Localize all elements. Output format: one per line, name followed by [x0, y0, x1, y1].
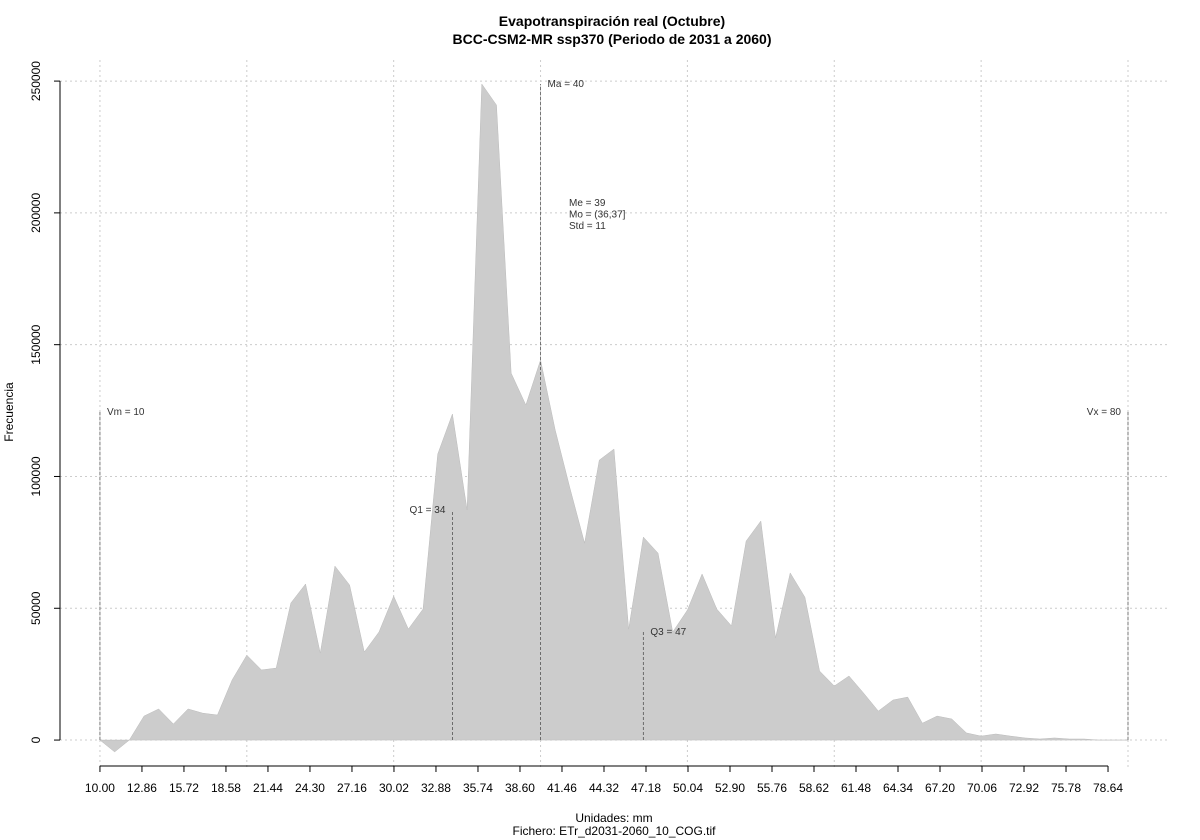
x-tick-label: 75.78: [1051, 781, 1081, 795]
area: [99, 83, 1128, 753]
x-tick-label: 24.30: [295, 781, 325, 795]
chart-subtitle: BCC-CSM2-MR ssp370 (Periodo de 2031 a 20…: [453, 31, 772, 47]
x-tick-label: 32.88: [421, 781, 451, 795]
x-tick-label: 50.04: [673, 781, 703, 795]
caption: Fichero: ETr_d2031-2060_10_COG.tif: [513, 824, 717, 838]
x-tick-label: 18.58: [211, 781, 241, 795]
stat-label: Vm = 10: [107, 407, 145, 418]
y-tick-label: 150000: [29, 324, 43, 364]
x-tick-label: 61.48: [841, 781, 871, 795]
y-tick-label: 200000: [29, 193, 43, 233]
y-tick-label: 50000: [29, 591, 43, 625]
x-tick-label: 58.62: [799, 781, 829, 795]
y-tick-label: 0: [29, 736, 43, 743]
stat-label: Vx = 80: [1087, 407, 1122, 418]
x-tick-label: 47.18: [631, 781, 661, 795]
x-tick-label: 41.46: [547, 781, 577, 795]
y-axis-label: Frecuencia: [2, 382, 16, 442]
x-tick-label: 64.34: [883, 781, 913, 795]
x-tick-label: 78.64: [1093, 781, 1123, 795]
x-tick-label: 70.06: [967, 781, 997, 795]
x-axis-label: Unidades: mm: [575, 811, 652, 825]
x-tick-label: 10.00: [85, 781, 115, 795]
x-tick-label: 35.74: [463, 781, 493, 795]
x-tick-label: 72.92: [1009, 781, 1039, 795]
annotation: Std = 11: [569, 221, 606, 232]
x-tick-label: 38.60: [505, 781, 535, 795]
x-tick-label: 15.72: [169, 781, 199, 795]
x-tick-label: 12.86: [127, 781, 157, 795]
stat-label: Q1 = 34: [410, 505, 446, 516]
chart-title: Evapotranspiración real (Octubre): [499, 13, 725, 29]
y-tick-label: 100000: [29, 456, 43, 496]
x-tick-label: 27.16: [337, 781, 367, 795]
x-tick-label: 52.90: [715, 781, 745, 795]
y-tick-label: 250000: [29, 61, 43, 101]
x-tick-label: 67.20: [925, 781, 955, 795]
annotation: Mo = (36,37]: [569, 210, 626, 221]
x-tick-label: 30.02: [379, 781, 409, 795]
x-tick-label: 55.76: [757, 781, 787, 795]
stat-label: Ma = 40: [548, 79, 585, 90]
annotation: Me = 39: [569, 198, 606, 209]
x-tick-label: 44.32: [589, 781, 619, 795]
x-tick-label: 21.44: [253, 781, 283, 795]
stat-label: Q3 = 47: [650, 627, 686, 638]
